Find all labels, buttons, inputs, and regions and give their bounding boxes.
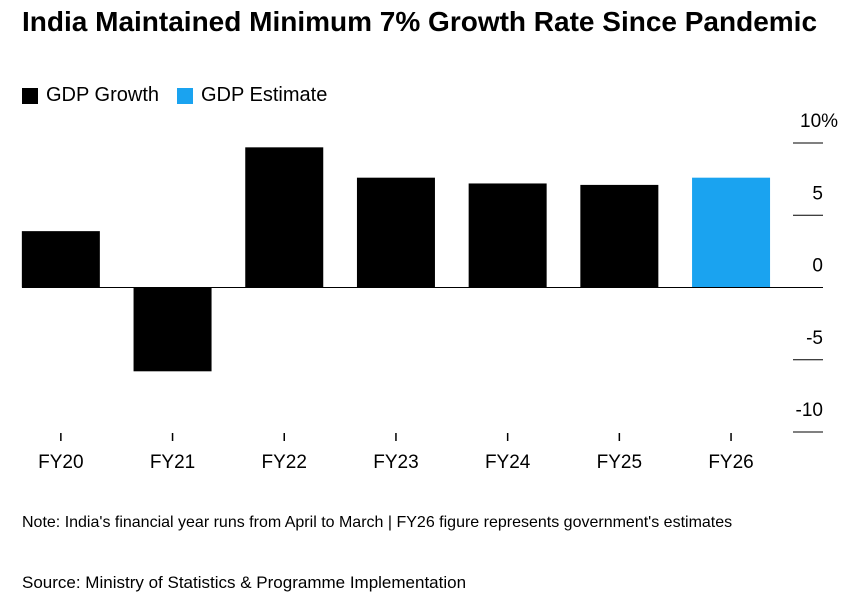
bar	[356, 177, 435, 288]
bar	[245, 147, 324, 288]
legend-item: GDP Estimate	[177, 84, 327, 107]
x-tick-label: FY22	[262, 452, 307, 473]
x-tick-label: FY23	[373, 452, 418, 473]
chart: 10% 5 0 -5 -10 FY20 FY21 FY22 FY23 FY24 FY25 FY26	[21, 111, 838, 473]
x-tick-label: FY24	[485, 452, 531, 473]
legend-label: GDP Estimate	[201, 84, 328, 106]
x-tick-label: FY20	[38, 452, 83, 473]
y-tick-label: -5	[806, 328, 823, 349]
y-tick-label: 5	[812, 183, 823, 204]
bar	[133, 287, 212, 372]
legend-swatch	[22, 87, 38, 104]
legend-item: GDP Growth	[22, 84, 159, 107]
x-tick-label: FY21	[150, 452, 195, 473]
bar	[21, 231, 100, 288]
legend-label: GDP Growth	[46, 84, 159, 106]
note: Note: India's financial year runs from A…	[22, 514, 733, 531]
source: Source: Ministry of Statistics & Program…	[22, 573, 467, 592]
y-tick-label: 0	[812, 256, 823, 277]
x-tick-label: FY26	[708, 452, 753, 473]
bar	[468, 183, 547, 288]
legend-swatch	[177, 87, 193, 104]
y-tick-label: -10	[796, 400, 823, 421]
legend: GDP Growth GDP Estimate	[22, 84, 327, 107]
bar	[580, 184, 659, 288]
bar	[692, 177, 771, 288]
x-tick-label: FY25	[597, 452, 642, 473]
chart-title: India Maintained Minimum 7% Growth Rate …	[22, 6, 818, 37]
y-tick-label: 10%	[800, 111, 838, 132]
